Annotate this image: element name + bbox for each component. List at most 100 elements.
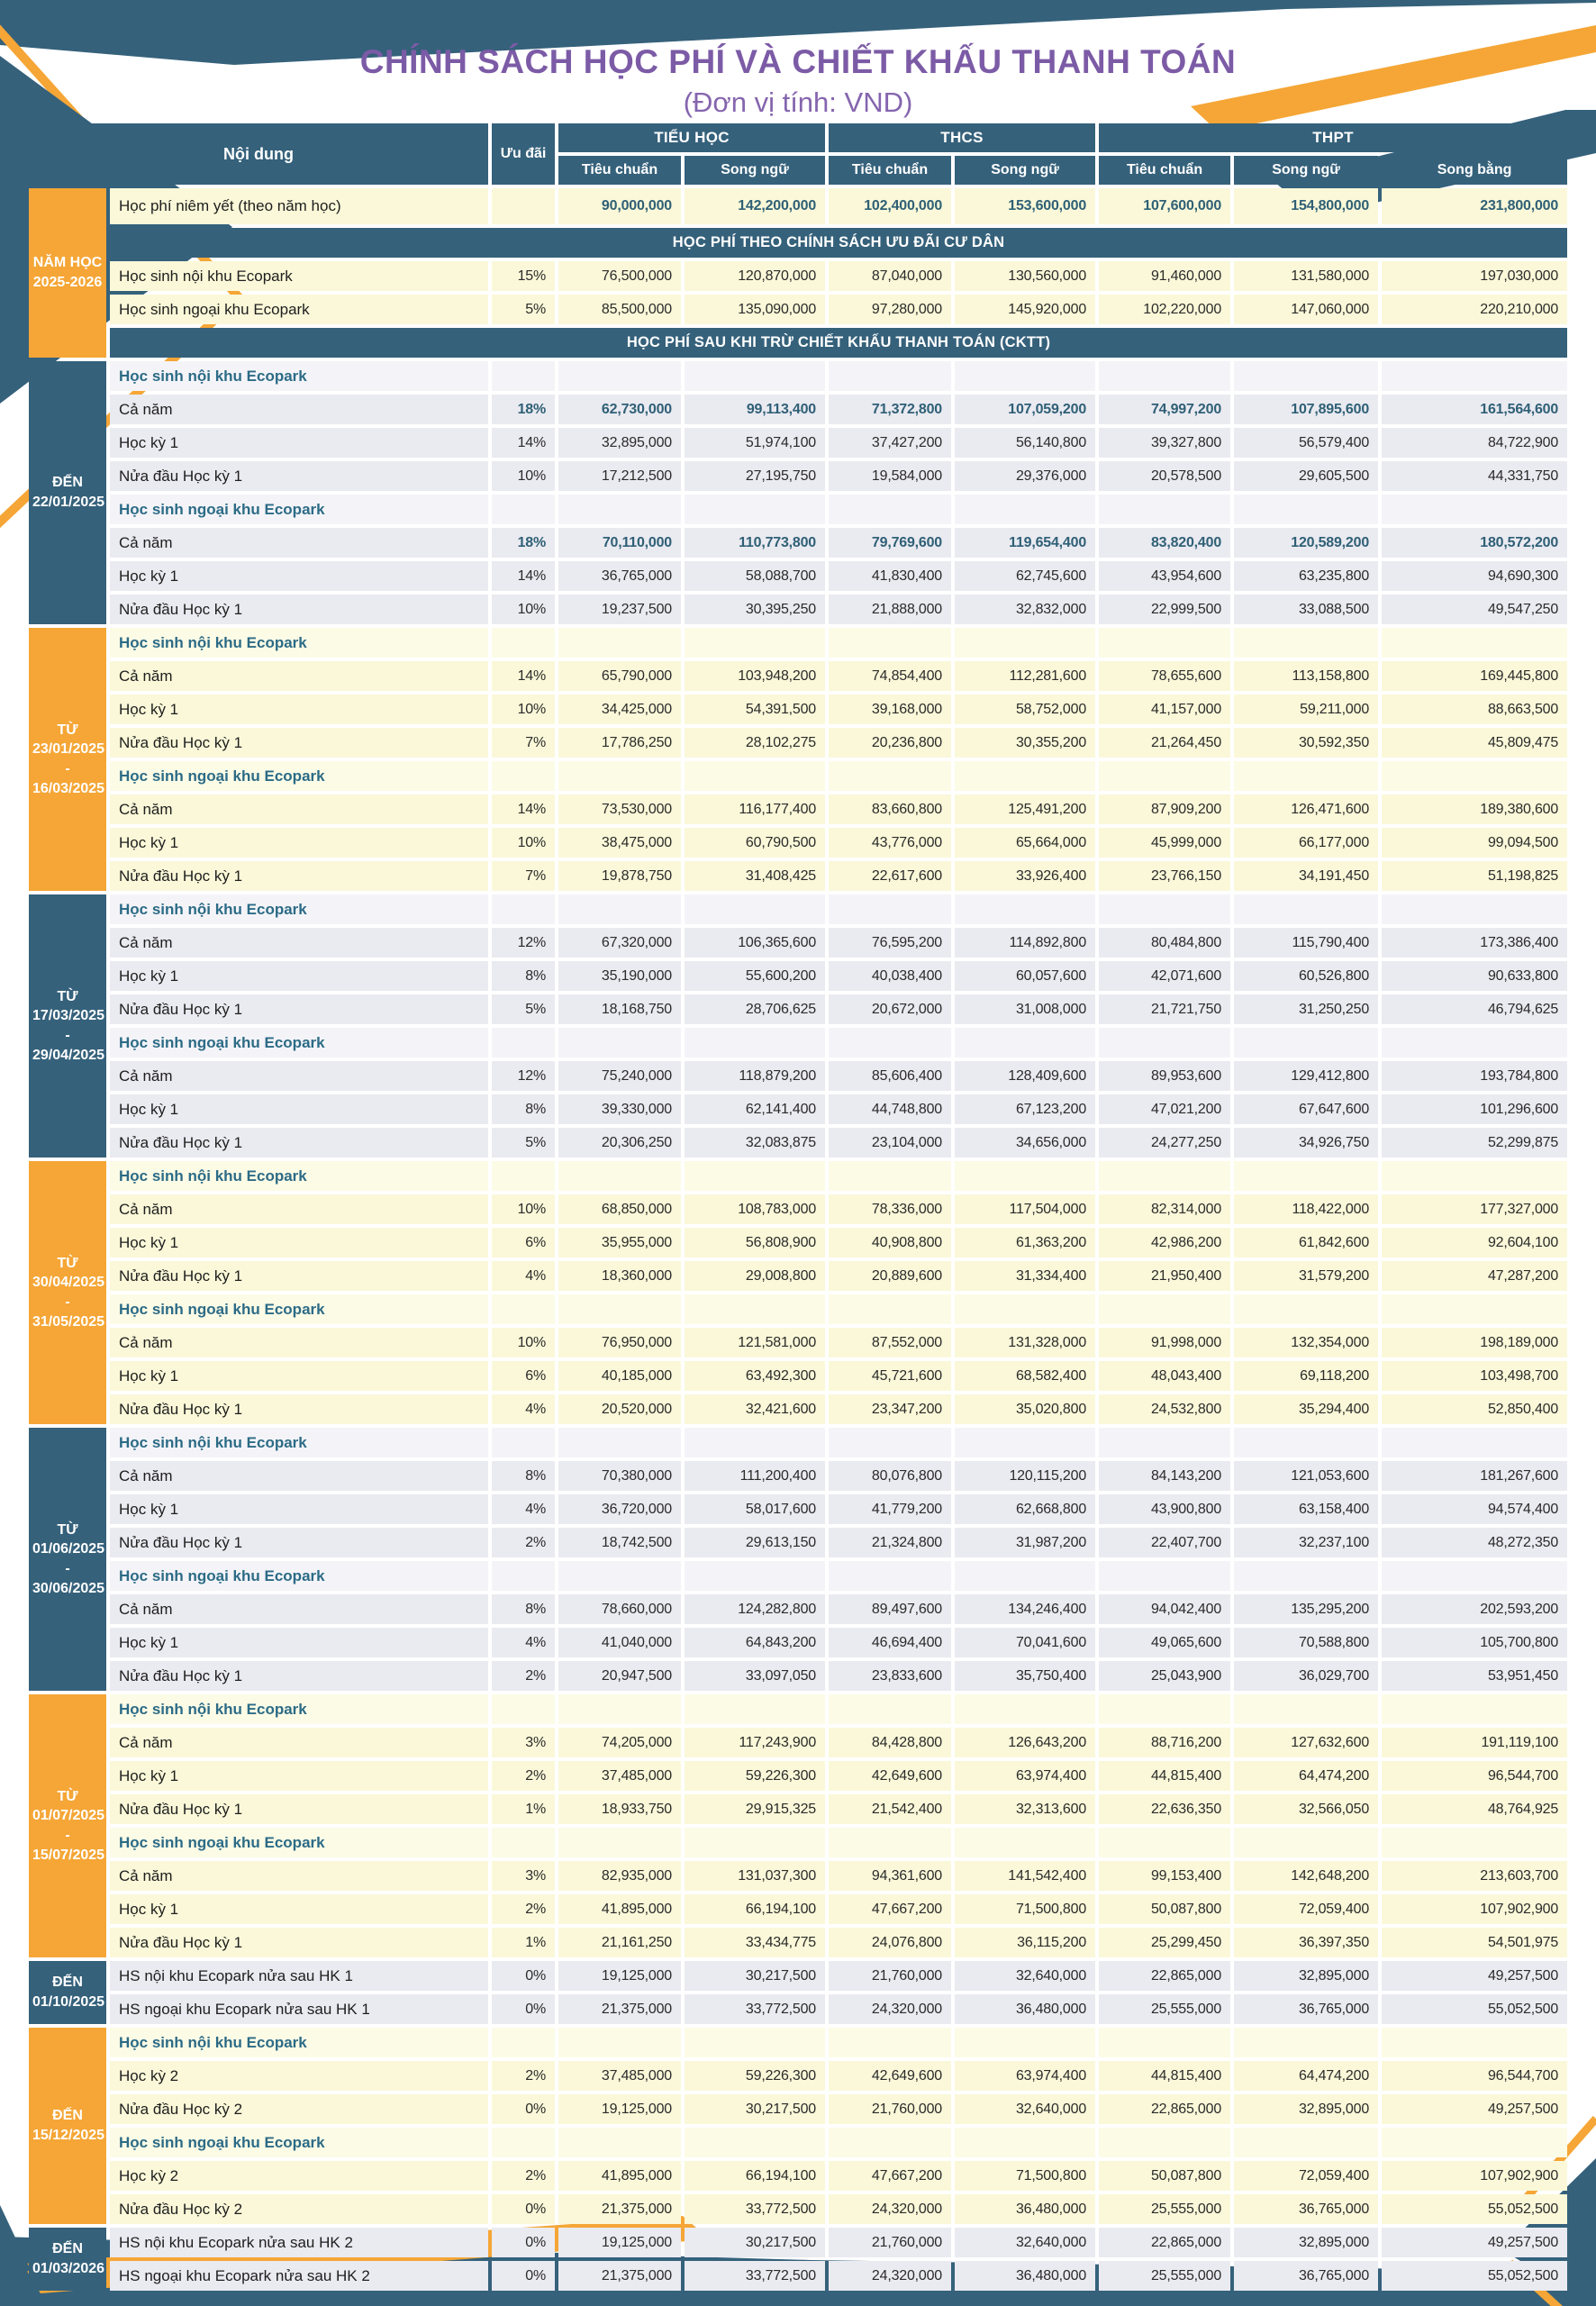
value-cell: 19,237,500 [558, 595, 682, 624]
value-cell: 23,104,000 [829, 1128, 952, 1158]
row-label: Cả năm [110, 1594, 489, 1624]
discount-cell: 2% [492, 1894, 556, 1924]
header-thpt-song-bang: Song bằng [1382, 156, 1568, 185]
discount-cell: 2% [492, 1661, 556, 1691]
value-cell: 37,485,000 [558, 1761, 682, 1791]
value-cell: 22,636,350 [1099, 1794, 1231, 1824]
value-cell: 88,663,500 [1382, 695, 1568, 724]
value-cell [558, 628, 682, 658]
value-cell: 35,190,000 [558, 961, 682, 991]
value-cell: 65,790,000 [558, 661, 682, 691]
discount-cell: 12% [492, 928, 556, 958]
value-cell: 105,700,800 [1382, 1628, 1568, 1657]
value-cell: 73,530,000 [558, 794, 682, 824]
discount-cell: 12% [492, 1061, 556, 1091]
value-cell [955, 1028, 1096, 1058]
value-cell: 96,544,700 [1382, 1761, 1568, 1791]
fee-data-row: Nửa đầu Học kỳ 2 0% 19,125,000 30,217,500 21… [29, 2094, 1568, 2124]
discount-cell: 6% [492, 1228, 556, 1257]
header-th-tieu-chuan: Tiêu chuẩn [558, 156, 682, 185]
discount-cell: 10% [492, 828, 556, 858]
row-label: HS ngoại khu Ecopark nửa sau HK 2 [110, 2261, 489, 2291]
value-cell: 49,257,500 [1382, 2228, 1568, 2257]
value-cell: 60,057,600 [955, 961, 1096, 991]
value-cell: 87,040,000 [829, 261, 952, 291]
value-cell: 30,592,350 [1234, 728, 1379, 758]
value-cell: 110,773,800 [685, 528, 826, 558]
value-cell: 40,185,000 [558, 1361, 682, 1391]
value-cell [1099, 761, 1231, 791]
row-label: Học kỳ 1 [110, 961, 489, 991]
student-group-label: Học sinh ngoại khu Ecopark [110, 2128, 489, 2157]
value-cell [1382, 1428, 1568, 1457]
value-cell [1099, 1028, 1231, 1058]
row-label: Cả năm [110, 528, 489, 558]
value-cell: 31,408,425 [685, 861, 826, 891]
value-cell: 53,951,450 [1382, 1661, 1568, 1691]
value-cell: 231,800,000 [1382, 188, 1568, 224]
value-cell [1099, 361, 1231, 391]
value-cell: 34,656,000 [955, 1128, 1096, 1158]
value-cell: 33,772,500 [685, 2261, 826, 2291]
row-label: Học kỳ 1 [110, 1228, 489, 1257]
value-cell: 34,191,450 [1234, 861, 1379, 891]
row-label: Nửa đầu Học kỳ 2 [110, 2194, 489, 2224]
fee-data-row: Nửa đầu Học kỳ 1 4% 18,360,000 29,008,800 20… [29, 1261, 1568, 1291]
student-group-label: Học sinh ngoại khu Ecopark [110, 1294, 489, 1324]
discount-cell: 4% [492, 1394, 556, 1424]
value-cell: 36,765,000 [558, 561, 682, 591]
value-cell [829, 1028, 952, 1058]
value-cell: 71,500,800 [955, 2161, 1096, 2191]
value-cell: 76,950,000 [558, 1328, 682, 1357]
value-cell [955, 894, 1096, 924]
value-cell: 43,900,800 [1099, 1494, 1231, 1524]
period-label: TỪ 01/06/2025 - 30/06/2025 [29, 1428, 106, 1691]
header-noi-dung: Nội dung [29, 123, 489, 185]
discount-cell: 14% [492, 661, 556, 691]
value-cell: 22,865,000 [1099, 2094, 1231, 2124]
value-cell [829, 495, 952, 524]
discount-cell: 6% [492, 1361, 556, 1391]
value-cell: 135,090,000 [685, 295, 826, 324]
value-cell: 145,920,000 [955, 295, 1096, 324]
value-cell: 131,328,000 [955, 1328, 1096, 1357]
value-cell: 54,501,975 [1382, 1928, 1568, 1957]
value-cell: 37,485,000 [558, 2061, 682, 2091]
value-cell: 78,336,000 [829, 1194, 952, 1224]
header-group-thpt: THPT [1099, 123, 1568, 152]
page-title: CHÍNH SÁCH HỌC PHÍ VÀ CHIẾT KHẤU THANH T… [359, 43, 1237, 80]
value-cell: 76,500,000 [558, 261, 682, 291]
discount-cell: 14% [492, 428, 556, 458]
value-cell: 32,895,000 [1234, 2094, 1379, 2124]
value-cell [558, 1028, 682, 1058]
value-cell: 120,870,000 [685, 261, 826, 291]
discount-cell: 7% [492, 861, 556, 891]
fee-data-row: Học kỳ 1 6% 40,185,000 63,492,300 45,721,600… [29, 1361, 1568, 1391]
value-cell [829, 2128, 952, 2157]
row-label: Học kỳ 1 [110, 828, 489, 858]
discount-cell: 10% [492, 1194, 556, 1224]
value-cell: 84,428,800 [829, 1728, 952, 1757]
value-cell: 115,790,400 [1234, 928, 1379, 958]
row-label: Nửa đầu Học kỳ 1 [110, 994, 489, 1024]
value-cell: 118,422,000 [1234, 1194, 1379, 1224]
row-label: HS nội khu Ecopark nửa sau HK 1 [110, 1961, 489, 1991]
value-cell: 220,210,000 [1382, 295, 1568, 324]
header-thcs-song-ngu: Song ngữ [955, 156, 1096, 185]
value-cell: 106,365,600 [685, 928, 826, 958]
row-label: Nửa đầu Học kỳ 1 [110, 1261, 489, 1291]
value-cell [558, 1694, 682, 1724]
value-cell [1382, 1294, 1568, 1324]
value-cell: 142,200,000 [685, 188, 826, 224]
value-cell [1382, 495, 1568, 524]
value-cell: 44,815,400 [1099, 2061, 1231, 2091]
discount-cell: 2% [492, 2061, 556, 2091]
value-cell: 32,421,600 [685, 1394, 826, 1424]
value-cell: 90,633,800 [1382, 961, 1568, 991]
value-cell: 154,800,000 [1234, 188, 1379, 224]
value-cell: 68,850,000 [558, 1194, 682, 1224]
value-cell: 30,355,200 [955, 728, 1096, 758]
value-cell [558, 1294, 682, 1324]
discount-cell: 5% [492, 994, 556, 1024]
value-cell: 21,542,400 [829, 1794, 952, 1824]
